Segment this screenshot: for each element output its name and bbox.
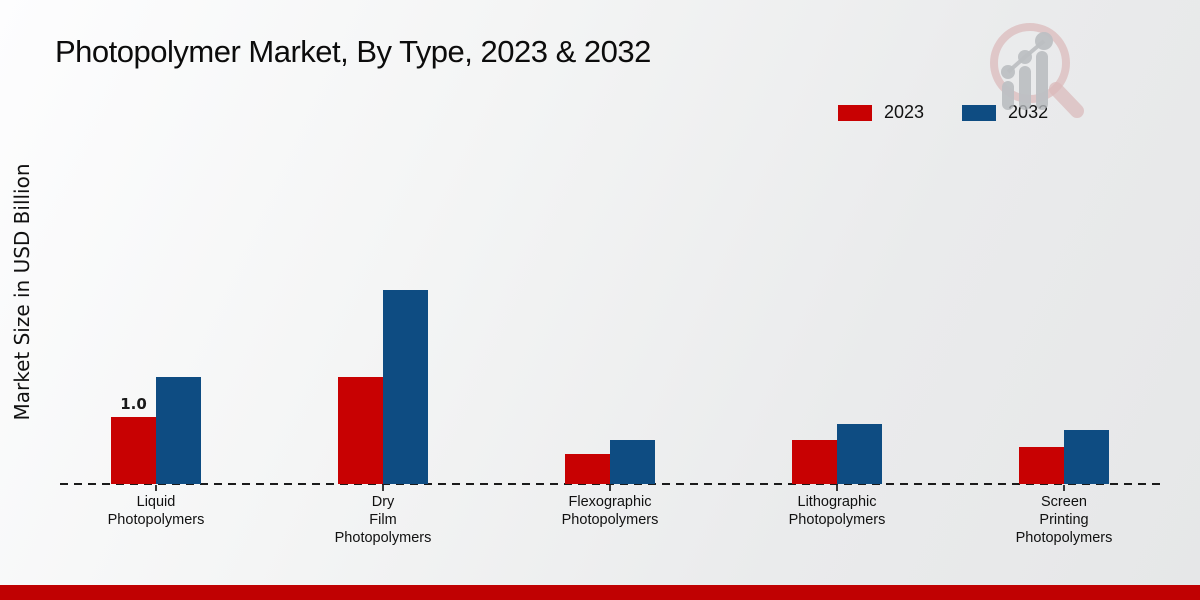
x-axis-tick [609, 485, 611, 491]
x-axis-tick [155, 485, 157, 491]
bar-2023-group-1 [111, 417, 156, 484]
bar-2023-group-3 [565, 454, 610, 484]
bar-2023-group-5 [1019, 447, 1064, 484]
x-axis-category-label: Lithographic Photopolymers [788, 494, 886, 528]
bar-2032-group-2 [383, 290, 428, 484]
legend-swatch-2023 [838, 104, 872, 121]
chart-title: Photopolymer Market, By Type, 2023 & 203… [55, 34, 651, 69]
bar-2032-group-3 [610, 440, 655, 484]
x-axis-tick [1063, 485, 1065, 491]
magnifier-bar-chart-logo-icon [990, 23, 1084, 118]
bar-2023-group-2 [338, 377, 383, 484]
bar-2032-group-5 [1064, 430, 1109, 484]
x-axis-tick [382, 485, 384, 491]
bar-2032-group-1 [156, 377, 201, 484]
legend-item-2023: 2023 [838, 102, 924, 123]
x-axis-category-label: Dry Film Photopolymers [334, 494, 432, 546]
legend-label-2023: 2023 [884, 102, 925, 122]
x-axis-category-label: Liquid Photopolymers [107, 494, 205, 528]
x-axis-tick [836, 485, 838, 491]
x-axis-category-label: Screen Printing Photopolymers [1015, 494, 1113, 546]
x-axis-baseline [60, 483, 1160, 485]
footer-stripe [0, 585, 1200, 600]
bar-2023-group-4 [792, 440, 837, 484]
legend-swatch-2032 [962, 104, 997, 121]
x-axis-category-label: Flexographic Photopolymers [561, 494, 659, 528]
bar-2032-group-4 [837, 424, 882, 484]
bar-value-label: 1.0 [120, 395, 147, 413]
